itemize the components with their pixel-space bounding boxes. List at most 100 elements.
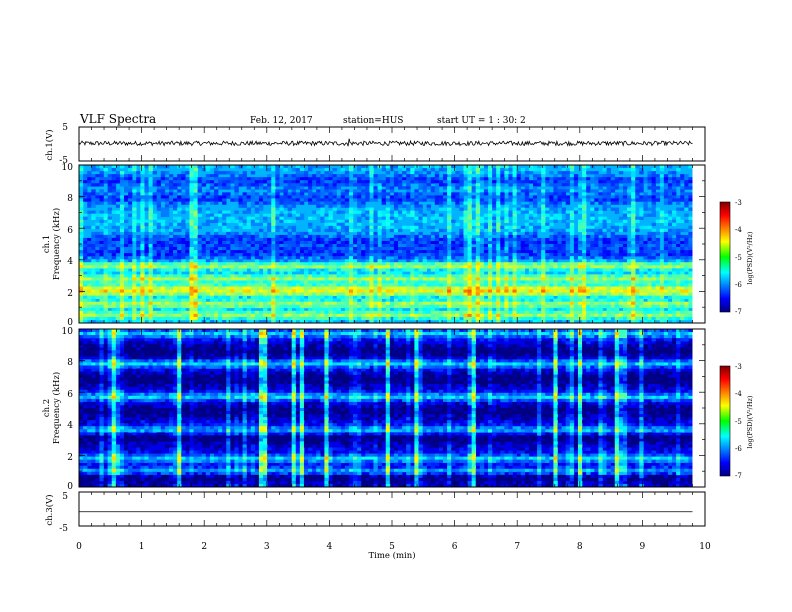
spec1-cell xyxy=(136,283,141,287)
spec1-cell xyxy=(393,271,399,275)
spec1-cell xyxy=(197,201,202,205)
spec1-cell xyxy=(336,180,342,184)
spec1-cell xyxy=(426,240,432,245)
spec1-cell xyxy=(504,216,509,220)
spec1-cell xyxy=(324,247,329,251)
spec1-cell xyxy=(459,265,464,269)
spec1-cell xyxy=(389,180,395,184)
spec1-cell xyxy=(152,240,158,245)
spec1-cell xyxy=(181,250,186,254)
spec1-cell xyxy=(422,289,427,293)
spec1-cell xyxy=(500,265,505,269)
spec1-cell xyxy=(430,240,436,245)
spec1-cell xyxy=(553,283,558,287)
spec1-cell xyxy=(128,180,133,184)
spec1-cell xyxy=(164,292,170,296)
spec1-cell xyxy=(254,262,260,266)
spec1-cell xyxy=(577,210,583,214)
spec1-cell xyxy=(639,186,644,190)
spec1-cell xyxy=(541,271,546,275)
spec1-cell xyxy=(602,231,607,236)
spec1-cell xyxy=(418,253,423,257)
spec1-cell xyxy=(410,286,415,290)
spec1-cell xyxy=(635,274,640,278)
spec1-cell xyxy=(610,186,616,190)
spec1-cell xyxy=(684,204,689,208)
spec1-cell xyxy=(434,268,440,272)
spec1-cell xyxy=(181,183,186,187)
spec1-cell xyxy=(234,231,239,236)
spec1-cell xyxy=(573,192,579,196)
spec1-cell xyxy=(508,192,513,196)
spec1-cell xyxy=(684,198,689,202)
spec1-cell xyxy=(545,274,550,278)
spec1-cell xyxy=(389,189,395,193)
spec1-cell xyxy=(532,237,538,242)
spec1-cell xyxy=(455,234,460,239)
spec1-cell xyxy=(622,253,628,257)
spec1-cell xyxy=(336,174,342,178)
spec1-cell xyxy=(545,189,550,193)
spec1-cell xyxy=(622,292,628,296)
spec1-cell xyxy=(324,228,329,233)
spec1-cell xyxy=(242,231,247,236)
spec1-cell xyxy=(618,268,624,272)
spec1-cell xyxy=(541,210,546,214)
spec1-cell xyxy=(185,186,190,190)
spec1-cell xyxy=(377,180,382,184)
spec1-cell xyxy=(639,283,644,287)
spec1-cell xyxy=(144,244,149,248)
spec1-cell xyxy=(598,216,603,220)
spec1-cell xyxy=(156,207,162,211)
spec1-cell xyxy=(492,204,497,208)
spec1-cell xyxy=(434,277,440,281)
spec1-cell xyxy=(275,228,280,233)
spec1-cell xyxy=(283,219,288,224)
spec1-cell xyxy=(406,186,411,190)
spec1-cell xyxy=(279,292,284,296)
spec1-cell xyxy=(504,198,509,202)
spec1-cell xyxy=(316,268,321,272)
spec1-cell xyxy=(541,295,546,299)
spec1-cell xyxy=(532,283,538,287)
spec1-cell xyxy=(610,195,616,199)
spec1-cell xyxy=(234,234,239,239)
spec1-cell xyxy=(365,280,370,284)
spec1-cell xyxy=(152,256,158,260)
spec1-cell xyxy=(193,256,198,260)
spec1-cell xyxy=(140,277,145,281)
spec1-cell xyxy=(181,259,186,263)
spec1-cell xyxy=(447,210,452,214)
spec1-cell xyxy=(238,253,243,257)
spec1-cell xyxy=(528,274,534,278)
spec1-cell xyxy=(140,268,145,272)
spec1-cell xyxy=(258,250,264,254)
spec1-cell xyxy=(250,253,256,257)
spec1-cell xyxy=(111,186,117,190)
spec1-cell xyxy=(316,192,321,196)
spec1-cell xyxy=(283,186,288,190)
spec1-cell xyxy=(209,165,215,169)
spec1-cell xyxy=(479,271,485,275)
spec1-cell xyxy=(156,192,162,196)
spec1-cell xyxy=(631,168,636,172)
spec1-cell xyxy=(132,295,137,299)
spec1-cell xyxy=(618,286,624,290)
spec1-cell xyxy=(643,268,648,272)
spec1-cell xyxy=(181,262,186,266)
spec1-cell xyxy=(553,289,558,293)
spec1-cell xyxy=(680,286,685,290)
spec1-cell xyxy=(344,198,350,202)
spec1-cell xyxy=(573,280,579,284)
spec1-cell xyxy=(279,283,284,287)
spec1-cell xyxy=(422,280,427,284)
spec1-cell xyxy=(688,195,693,199)
spec1-cell xyxy=(553,253,558,257)
spec1-cell xyxy=(291,186,297,190)
spec1-cell xyxy=(418,277,423,281)
spec1-cell xyxy=(324,295,329,299)
spec1-cell xyxy=(312,177,317,181)
spec1-cell xyxy=(156,240,162,245)
spec1-cell xyxy=(618,177,624,181)
spec1-cell xyxy=(537,225,542,230)
